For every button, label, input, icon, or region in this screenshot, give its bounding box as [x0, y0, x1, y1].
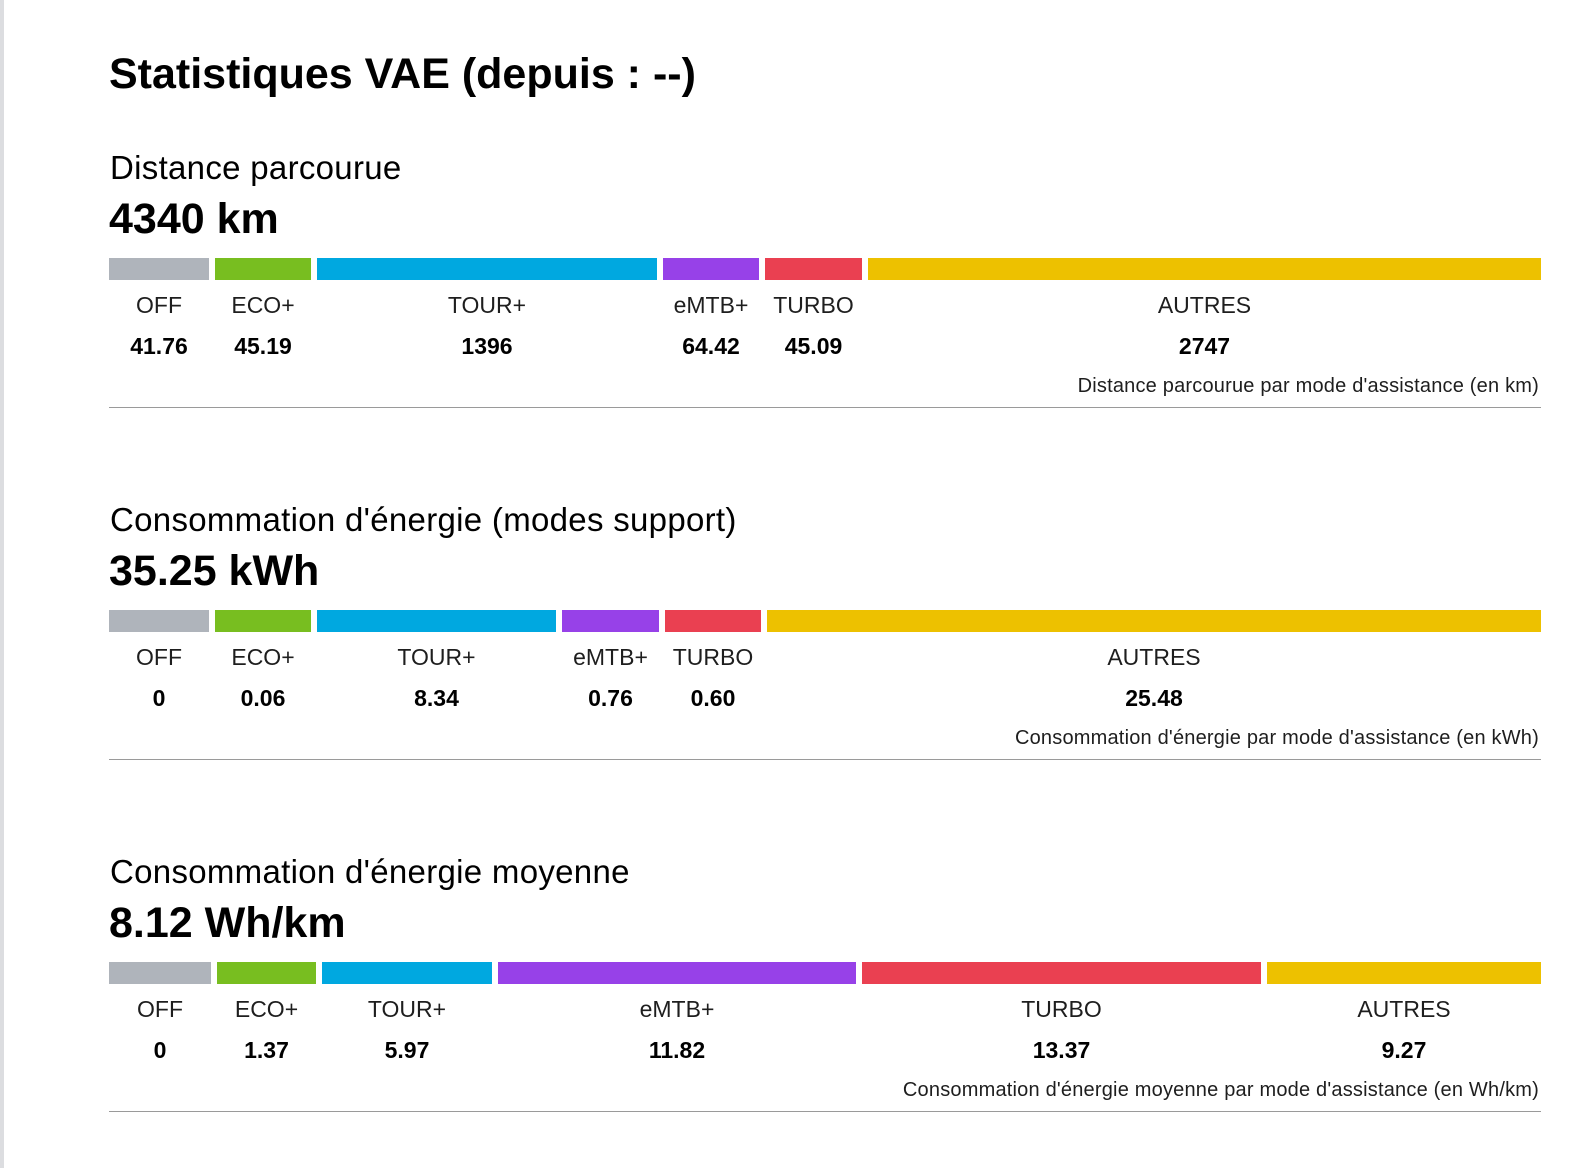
mode-label-turbo: TURBO [1021, 996, 1102, 1022]
mode-value-turbo: 13.37 [1032, 1037, 1091, 1063]
mode-value-eco: 1.37 [244, 1037, 289, 1063]
section-total: 35.25 kWh [109, 547, 320, 595]
mode-label-eco: ECO+ [231, 292, 295, 318]
mode-value-turbo: 45.09 [784, 333, 843, 359]
mode-label-autres: AUTRES [1357, 996, 1451, 1022]
section-title: Consommation d'énergie moyenne [110, 853, 630, 890]
mode-value-eco: 0.06 [240, 685, 286, 711]
bar-segment-turbo [862, 962, 1261, 984]
bar-segment-emtb [498, 962, 856, 984]
mode-label-turbo: TURBO [672, 644, 754, 670]
bar-segment-off [109, 610, 209, 632]
section-title: Distance parcourue [110, 149, 402, 186]
bar-segment-off [109, 258, 209, 280]
mode-label-emtb: eMTB+ [639, 996, 715, 1022]
mode-value-emtb: 64.42 [682, 333, 740, 359]
mode-value-autres: 9.27 [1381, 1037, 1427, 1063]
bar-segment-turbo [665, 610, 761, 632]
mode-bar [109, 258, 1541, 280]
mode-label-autres: AUTRES [1157, 292, 1252, 318]
bar-segment-emtb [562, 610, 659, 632]
mode-label-tour: TOUR+ [367, 996, 447, 1022]
mode-labels-row: OFF ECO+ TOUR+ eMTB+ TURBO AUTRES [109, 994, 1541, 1024]
section-title: Consommation d'énergie (modes support) [110, 501, 737, 538]
mode-bar [109, 610, 1541, 632]
mode-label-eco: ECO+ [234, 996, 299, 1022]
mode-label-emtb: eMTB+ [673, 292, 749, 318]
mode-label-autres: AUTRES [1107, 644, 1201, 670]
mode-labels-row: OFF ECO+ TOUR+ eMTB+ TURBO AUTRES [109, 642, 1541, 672]
section-caption: Consommation d'énergie par mode d'assist… [1014, 727, 1539, 749]
mode-label-eco: ECO+ [231, 644, 295, 670]
mode-value-emtb: 0.76 [588, 685, 633, 711]
distance-section: Distance parcourue 4340 km OFF ECO+ TOUR… [109, 148, 1541, 408]
bar-segment-autres [1267, 962, 1541, 984]
bar-segment-off [109, 962, 211, 984]
mode-value-eco: 45.19 [234, 333, 292, 359]
mode-values-row: 41.76 45.19 1396 64.42 45.09 2747 [109, 331, 1541, 361]
bar-segment-eco [215, 610, 311, 632]
bar-segment-turbo [765, 258, 862, 280]
mode-value-tour: 5.97 [384, 1037, 430, 1063]
section-total: 4340 km [109, 195, 279, 243]
bar-segment-eco [215, 258, 311, 280]
mode-label-turbo: TURBO [773, 292, 854, 318]
mode-label-tour: TOUR+ [397, 644, 476, 670]
bar-segment-autres [767, 610, 1541, 632]
bar-segment-tour [322, 962, 492, 984]
mode-label-emtb: eMTB+ [573, 644, 648, 670]
section-total: 8.12 Wh/km [109, 899, 346, 947]
mode-value-autres: 2747 [1178, 333, 1231, 359]
bar-segment-eco [217, 962, 316, 984]
energy-consumption-section: Consommation d'énergie (modes support) 3… [109, 500, 1541, 760]
mode-label-off: OFF [136, 292, 182, 318]
section-divider [109, 407, 1541, 408]
mode-value-off: 0 [152, 685, 166, 711]
left-edge-border [0, 0, 4, 1168]
bar-segment-tour [317, 258, 657, 280]
section-caption: Consommation d'énergie moyenne par mode … [902, 1079, 1539, 1101]
mode-value-off: 0 [153, 1037, 167, 1063]
mode-value-emtb: 11.82 [648, 1037, 706, 1063]
mode-value-turbo: 0.60 [690, 685, 736, 711]
mode-value-off: 41.76 [130, 333, 188, 359]
mode-value-tour: 8.34 [414, 685, 459, 711]
mode-bar [109, 962, 1541, 984]
section-divider [109, 759, 1541, 760]
mode-values-row: 0 1.37 5.97 11.82 13.37 9.27 [109, 1035, 1541, 1065]
section-caption: Distance parcourue par mode d'assistance… [1077, 375, 1539, 397]
mode-label-off: OFF [136, 644, 182, 670]
mode-value-tour: 1396 [461, 333, 513, 359]
section-divider [109, 1111, 1541, 1112]
page-title: Statistiques VAE (depuis : --) [109, 50, 696, 98]
mode-labels-row: OFF ECO+ TOUR+ eMTB+ TURBO AUTRES [109, 290, 1541, 320]
bar-segment-autres [868, 258, 1541, 280]
mode-label-off: OFF [137, 996, 183, 1022]
average-consumption-section: Consommation d'énergie moyenne 8.12 Wh/k… [109, 852, 1541, 1112]
mode-values-row: 0 0.06 8.34 0.76 0.60 25.48 [109, 683, 1541, 713]
bar-segment-emtb [663, 258, 759, 280]
bar-segment-tour [317, 610, 556, 632]
mode-label-tour: TOUR+ [447, 292, 527, 318]
mode-value-autres: 25.48 [1125, 685, 1183, 711]
